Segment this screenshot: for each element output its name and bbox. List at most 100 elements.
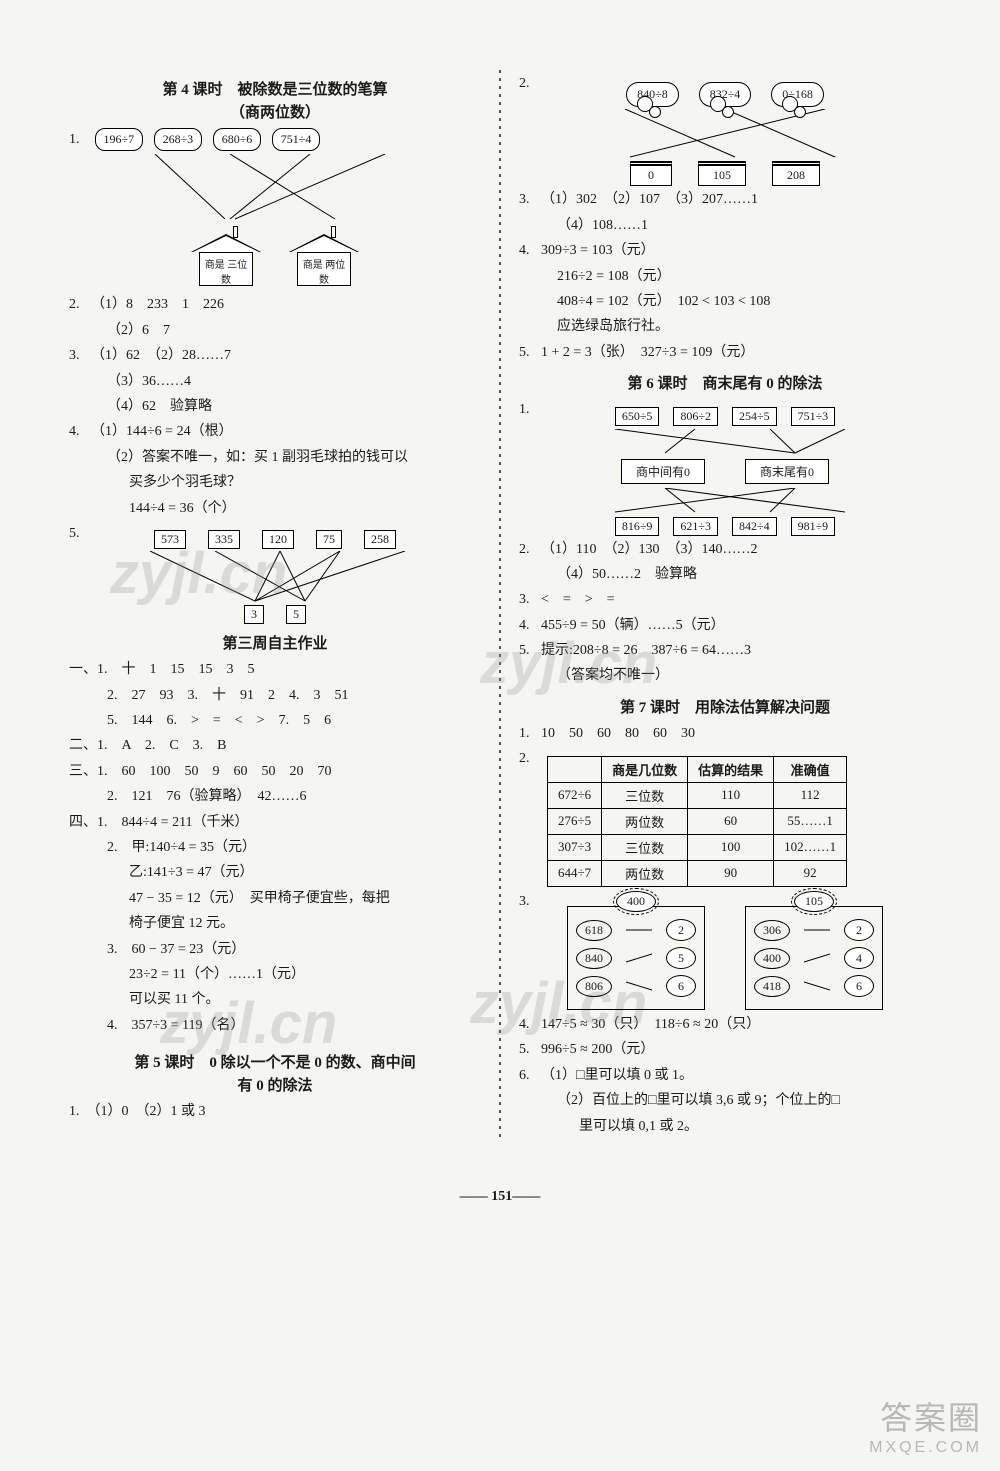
q5-bot-row: 3 5: [69, 605, 481, 624]
val: 4: [844, 947, 874, 969]
platform: 208: [772, 161, 820, 186]
l7-q6b: （2）百位上的□里可以填 3,6 或 9；个位上的□: [519, 1090, 931, 1112]
box: 75: [316, 530, 342, 549]
wk-l7: 四、1. 844÷4 = 211（千米）: [69, 812, 481, 834]
val: 2: [844, 919, 874, 941]
q3a: 3.（1）62 （2）28……7: [69, 345, 481, 367]
cloud-row: 840÷8 832÷4 0÷168: [519, 82, 931, 107]
th: 商是几位数: [602, 756, 688, 782]
wk-l9: 乙:141÷3 = 47（元）: [69, 862, 481, 884]
td: 276÷5: [548, 808, 602, 834]
box: 650÷5: [615, 407, 660, 426]
td: 307÷3: [548, 834, 602, 860]
box: 258: [364, 530, 396, 549]
lesson4-subtitle: （商两位数）: [69, 101, 481, 122]
td: 672÷6: [548, 782, 602, 808]
box: 806÷2: [673, 407, 718, 426]
cloud: 832÷4: [699, 82, 752, 107]
oval: 751÷4: [272, 128, 321, 151]
oval: 196÷7: [95, 128, 144, 151]
house: 商是 三位数: [191, 226, 261, 286]
td: 112: [774, 782, 847, 808]
box: 商中间有0: [621, 459, 705, 484]
q4d: 144÷4 = 36（个）: [69, 498, 481, 520]
r-q5: 5.1 + 2 = 3（张） 327÷3 = 109（元）: [519, 342, 931, 364]
q4b: （2）答案不唯一，如：买 1 副羽毛球拍的钱可以: [69, 447, 481, 469]
td: 三位数: [602, 834, 688, 860]
box: 751÷3: [791, 407, 836, 426]
column-divider: [499, 70, 501, 1141]
box: 981÷9: [791, 517, 836, 536]
l6-lines-top: [565, 429, 885, 455]
th: 估算的结果: [688, 756, 774, 782]
box: 商末尾有0: [745, 459, 829, 484]
wk-l10: 47 − 35 = 12（元） 买甲椅子便宜些，每把: [69, 888, 481, 910]
lesson6-title: 第 6 课时 商末尾有 0 的除法: [519, 372, 931, 393]
wk-l15: 4. 357÷3 = 119（名）: [69, 1015, 481, 1037]
l7-q5: 5.996÷5 ≈ 200（元）: [519, 1039, 931, 1061]
td: 110: [688, 782, 774, 808]
d3-box: 105 3062 4004 4186: [745, 906, 883, 1010]
l6-q5b: （答案均不唯一）: [519, 665, 931, 687]
platform: 105: [698, 161, 746, 186]
val: 6: [666, 975, 696, 997]
q5-top-row: 573 335 120 75 258: [69, 530, 481, 549]
q1-houses: 商是 三位数 商是 两位数: [69, 226, 481, 291]
td: 55……1: [774, 808, 847, 834]
box: 816÷9: [615, 517, 660, 536]
wk-l12: 3. 60 − 37 = 23（元）: [69, 939, 481, 961]
td: 90: [688, 860, 774, 886]
q4c: 买多少个羽毛球？: [69, 472, 481, 494]
brand-watermark: 答案圈 MXQE.COM: [869, 1393, 982, 1457]
th: 准确值: [774, 756, 847, 782]
box: 5: [286, 605, 306, 624]
d3-box: 400 6182 8405 8066: [567, 906, 705, 1010]
plat-row: 0 105 208: [519, 161, 931, 186]
r-q3b: （4）108……1: [519, 215, 931, 237]
l7-q1: 1.10 50 60 80 60 30: [519, 723, 931, 745]
d3-top: 400: [616, 891, 656, 912]
house: 商是 两位数: [289, 226, 359, 286]
td: 644÷7: [548, 860, 602, 886]
td: 三位数: [602, 782, 688, 808]
lesson5-title1: 第 5 课时 0 除以一个不是 0 的数、商中间: [69, 1051, 481, 1072]
brand-cn: 答案圈: [869, 1393, 982, 1439]
l7-q4: 4.147÷5 ≈ 30（只） 118÷6 ≈ 20（只）: [519, 1014, 931, 1036]
val: 618: [576, 920, 612, 941]
val: 2: [666, 919, 696, 941]
q1-match-lines: [125, 154, 425, 224]
r-q4d: 应选绿岛旅行社。: [519, 316, 931, 338]
box: 842÷4: [732, 517, 777, 536]
l6-q5: 5.提示:208÷8 = 26 387÷6 = 64……3: [519, 640, 931, 662]
d3-top: 105: [794, 891, 834, 912]
l6-lines-bot: [565, 488, 885, 514]
right-column: 2. 840÷8 832÷4 0÷168 0 105 208 3.（1）302 …: [505, 70, 945, 1141]
lesson4-title: 第 4 课时 被除数是三位数的笔算: [69, 78, 481, 99]
wk-l1: 一、1. 十 1 15 15 3 5: [69, 659, 481, 681]
q1-label: 1. 196÷7 268÷3 680÷6 751÷4: [69, 128, 481, 151]
td: 100: [688, 834, 774, 860]
left-column: 第 4 课时 被除数是三位数的笔算 （商两位数） 1. 196÷7 268÷3 …: [55, 70, 495, 1141]
l5-q1: 1. （1）0 （2）1 或 3: [69, 1101, 481, 1123]
val: 400: [754, 948, 790, 969]
l6-top-row: 650÷5 806÷2 254÷5 751÷3: [519, 407, 931, 426]
oval: 268÷3: [154, 128, 203, 151]
wk-l8: 2. 甲:140÷4 = 35（元）: [69, 837, 481, 859]
week3-title: 第三周自主作业: [69, 632, 481, 653]
q3c: （4）62 验算略: [69, 396, 481, 418]
wk-l5: 三、1. 60 100 50 9 60 50 20 70: [69, 761, 481, 783]
wk-l11: 椅子便宜 12 元。: [69, 913, 481, 935]
val: 6: [844, 975, 874, 997]
wk-l2: 2. 27 93 3. 十 91 2 4. 3 51: [69, 685, 481, 707]
l6-q3: 3.< = > =: [519, 589, 931, 611]
wk-l6: 2. 121 76（验算略） 42……6: [69, 786, 481, 808]
r-q4a: 4.309÷3 = 103（元）: [519, 240, 931, 262]
l6-q4: 4.455÷9 = 50（辆）……5（元）: [519, 615, 931, 637]
q3b: （3）36……4: [69, 371, 481, 393]
wk-l13: 23÷2 = 11（个）……1（元）: [69, 964, 481, 986]
box: 335: [208, 530, 240, 549]
box: 3: [244, 605, 264, 624]
val: 306: [754, 920, 790, 941]
td: 92: [774, 860, 847, 886]
l6-mid-row: 商中间有0 商末尾有0: [519, 459, 931, 484]
